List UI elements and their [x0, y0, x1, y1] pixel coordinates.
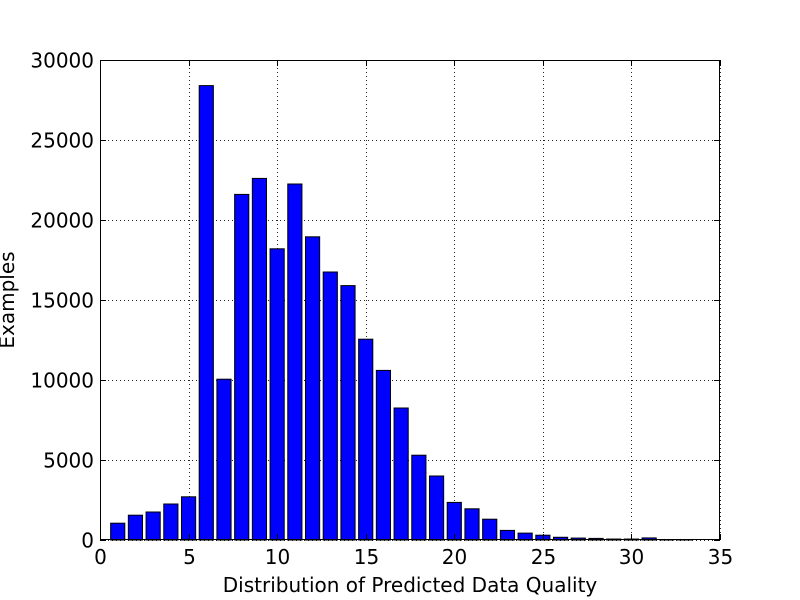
y-axis-label: Examples: [0, 251, 19, 348]
y-tick-label: 0: [81, 529, 94, 553]
bar: [499, 529, 516, 541]
y-tick-label: 30000: [30, 49, 94, 73]
y-tick-label: 5000: [43, 449, 94, 473]
x-tick-label: 20: [442, 545, 467, 569]
bar: [428, 475, 445, 541]
y-tick-label: 25000: [30, 129, 94, 153]
x-tick-label: 0: [94, 545, 107, 569]
bar: [304, 236, 321, 541]
x-tick-label: 25: [531, 545, 556, 569]
bar: [198, 85, 214, 541]
bar: [127, 514, 144, 541]
bars-layer: [110, 85, 693, 541]
bar: [163, 503, 179, 541]
bar: [322, 271, 338, 541]
x-tick-label: 5: [183, 545, 196, 569]
bar: [287, 183, 303, 541]
y-tick-label: 20000: [30, 209, 94, 233]
bar: [411, 454, 427, 541]
bar: [340, 285, 356, 541]
ticks-layer: [100, 60, 721, 541]
bar: [517, 532, 533, 541]
bar: [216, 378, 232, 541]
y-tick-label: 15000: [30, 289, 94, 313]
tick-labels-layer: 0 5 10 15 20 25 30 35 0 5000 10000 15000 20000 25000 3…: [30, 49, 733, 570]
bar: [180, 496, 197, 541]
x-tick-label: 10: [265, 545, 290, 569]
bar: [110, 522, 126, 541]
bar: [393, 407, 409, 541]
x-tick-label: 15: [354, 545, 379, 569]
grid-layer: [100, 60, 721, 541]
x-tick-label: 30: [619, 545, 644, 569]
bar: [358, 338, 374, 541]
x-tick-label: 35: [708, 545, 733, 569]
x-axis-label: Distribution of Predicted Data Quality: [223, 573, 598, 597]
bar: [482, 518, 498, 541]
bar: [375, 369, 392, 541]
bar: [464, 508, 480, 541]
bar: [145, 511, 161, 541]
y-tick-label: 10000: [30, 369, 94, 393]
bar: [269, 248, 285, 541]
bar: [251, 177, 268, 541]
bar: [234, 193, 250, 541]
plot-frame: [100, 60, 720, 540]
